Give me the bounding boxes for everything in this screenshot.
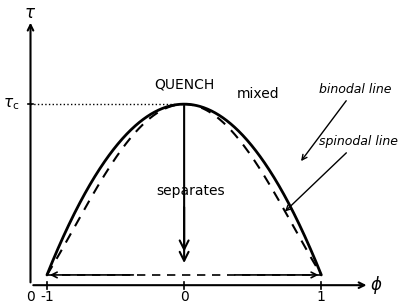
Text: $\phi$: $\phi$ [370,274,382,296]
Text: $\tau$: $\tau$ [24,4,37,22]
Text: -1: -1 [40,290,54,304]
Text: spinodal line: spinodal line [286,135,397,210]
Text: binodal line: binodal line [302,83,391,160]
Text: QUENCH: QUENCH [154,78,214,91]
Text: $\tau_{\mathsf{c}}$: $\tau_{\mathsf{c}}$ [3,96,20,112]
Text: 0: 0 [26,290,35,304]
Text: 0: 0 [180,290,188,304]
Text: separates: separates [157,184,225,198]
Text: 1: 1 [317,290,326,304]
Text: mixed: mixed [236,87,279,101]
